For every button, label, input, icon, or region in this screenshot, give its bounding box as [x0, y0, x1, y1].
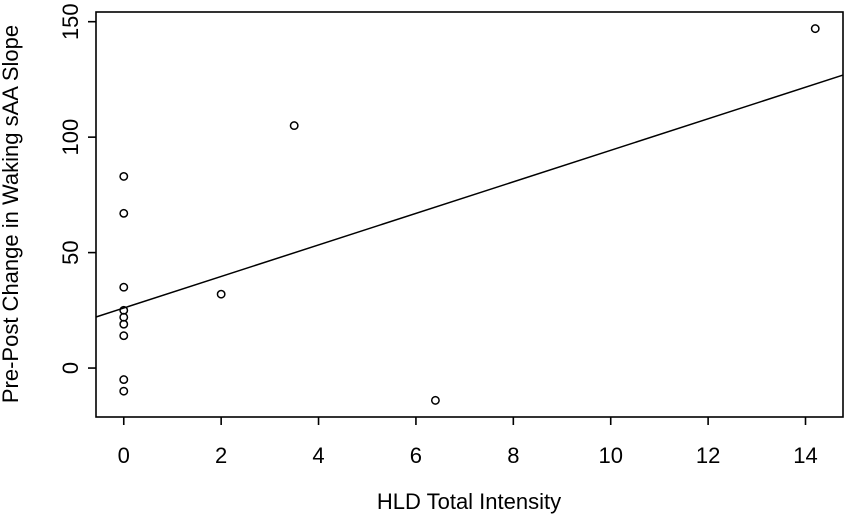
data-point: [119, 171, 129, 181]
data-point: [119, 208, 129, 218]
x-tick-label: 14: [793, 443, 817, 468]
plot-generated-layer: 0 2 4 6 8 10 12 14 0 50 100 150: [58, 3, 844, 468]
data-point: [810, 24, 820, 34]
x-tick-label: 8: [507, 443, 519, 468]
x-axis-label: HLD Total Intensity: [377, 489, 561, 514]
regression-line: [95, 74, 844, 318]
plot-box: [95, 11, 844, 418]
x-tick-label: 2: [215, 443, 227, 468]
x-tick-label: 0: [118, 443, 130, 468]
x-tick-label: 10: [598, 443, 622, 468]
y-axis-label: Pre-Post Change in Waking sAA Slope: [0, 25, 23, 403]
data-point: [119, 375, 129, 385]
y-tick-label: 150: [58, 3, 83, 40]
data-point: [430, 395, 440, 405]
data-point: [119, 282, 129, 292]
y-tick-label: 100: [58, 119, 83, 156]
y-tick-label: 0: [58, 362, 83, 374]
data-point: [119, 331, 129, 341]
data-point: [216, 289, 226, 299]
x-tick-label: 4: [312, 443, 324, 468]
data-point: [119, 319, 129, 329]
x-tick-label: 6: [410, 443, 422, 468]
data-point: [289, 121, 299, 131]
x-tick-label: 12: [696, 443, 720, 468]
data-point: [119, 386, 129, 396]
y-tick-label: 50: [58, 240, 83, 264]
